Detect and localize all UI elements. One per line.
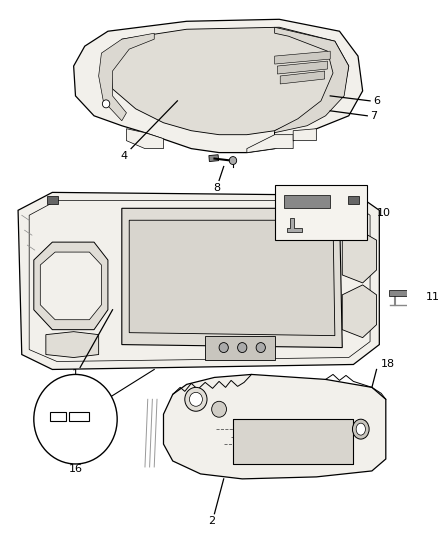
Circle shape bbox=[189, 392, 202, 406]
Polygon shape bbox=[129, 220, 335, 336]
Polygon shape bbox=[275, 27, 349, 135]
Text: 18: 18 bbox=[381, 359, 396, 369]
Text: 1: 1 bbox=[72, 369, 79, 379]
Text: 16: 16 bbox=[68, 464, 82, 474]
Bar bbox=[209, 155, 219, 161]
Polygon shape bbox=[122, 208, 342, 348]
Bar bbox=[233, 419, 353, 464]
Circle shape bbox=[212, 401, 226, 417]
Text: 10: 10 bbox=[377, 208, 391, 219]
Ellipse shape bbox=[356, 423, 365, 435]
Text: 7: 7 bbox=[370, 111, 377, 121]
Text: 2: 2 bbox=[208, 515, 215, 526]
Polygon shape bbox=[287, 218, 302, 232]
Polygon shape bbox=[205, 336, 275, 360]
Polygon shape bbox=[46, 332, 99, 358]
Bar bbox=[348, 196, 359, 204]
Text: 6: 6 bbox=[373, 96, 380, 106]
Bar bbox=[233, 419, 353, 464]
Polygon shape bbox=[342, 285, 377, 337]
Polygon shape bbox=[342, 232, 377, 283]
Polygon shape bbox=[111, 27, 349, 135]
Circle shape bbox=[237, 343, 247, 352]
Circle shape bbox=[102, 100, 110, 108]
Bar bbox=[275, 185, 367, 240]
Polygon shape bbox=[127, 129, 163, 149]
Circle shape bbox=[185, 387, 207, 411]
Polygon shape bbox=[284, 196, 330, 208]
Polygon shape bbox=[247, 135, 293, 152]
Polygon shape bbox=[74, 19, 363, 152]
Circle shape bbox=[256, 343, 265, 352]
Polygon shape bbox=[34, 242, 108, 330]
Polygon shape bbox=[277, 61, 328, 74]
Circle shape bbox=[229, 157, 237, 165]
Ellipse shape bbox=[353, 419, 369, 439]
Polygon shape bbox=[99, 33, 154, 121]
Text: 8: 8 bbox=[214, 183, 221, 193]
Polygon shape bbox=[280, 71, 325, 84]
Circle shape bbox=[34, 375, 117, 464]
Text: 11: 11 bbox=[426, 292, 438, 302]
Polygon shape bbox=[275, 51, 330, 64]
Polygon shape bbox=[163, 375, 386, 479]
Circle shape bbox=[219, 343, 228, 352]
Polygon shape bbox=[389, 290, 418, 296]
Polygon shape bbox=[40, 252, 102, 320]
Polygon shape bbox=[18, 192, 379, 369]
Text: 4: 4 bbox=[120, 151, 127, 160]
Bar bbox=[47, 196, 58, 204]
Polygon shape bbox=[293, 129, 316, 141]
